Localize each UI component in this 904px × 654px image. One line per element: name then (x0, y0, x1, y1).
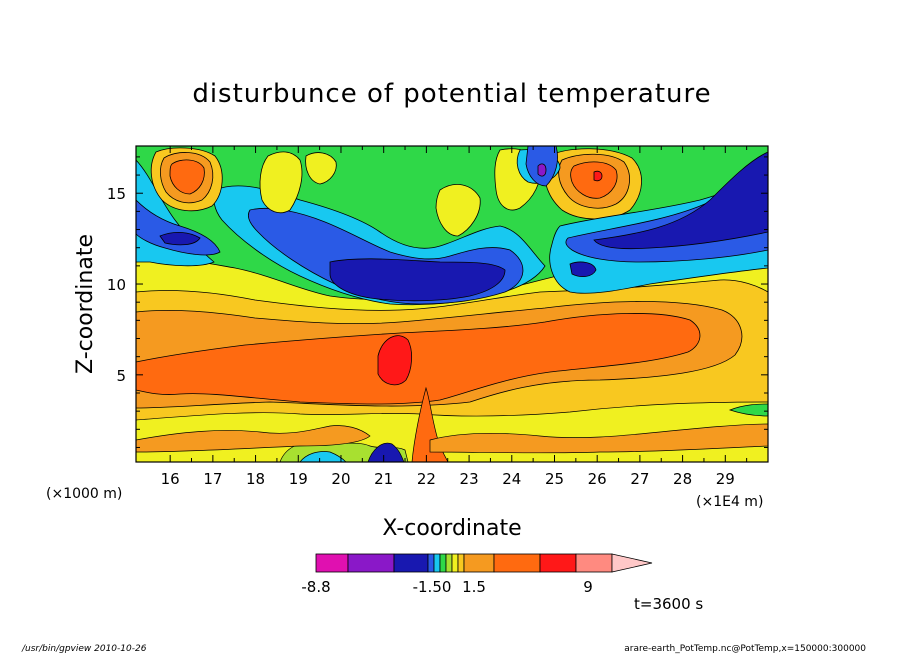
x-tick-label: 21 (374, 470, 393, 488)
x-axis: 16 17 18 19 20 21 22 23 24 25 26 27 28 29 (161, 146, 748, 488)
colorbar-arrow (611, 553, 653, 573)
field-level-weak-positive-upper-3 (435, 184, 481, 237)
colorbar-segment (445, 553, 453, 573)
colorbar-labels: -8.8 -1.50 1.5 9 (301, 578, 592, 596)
x-tick-label: 29 (716, 470, 735, 488)
y-tick-label: 15 (107, 185, 126, 203)
colorbar-segment (347, 553, 395, 573)
contour-plot-area (136, 146, 768, 462)
x-tick-label: 27 (630, 470, 649, 488)
x-tick-label: 19 (289, 470, 308, 488)
x-tick-label: 17 (203, 470, 222, 488)
x-tick-label: 26 (588, 470, 607, 488)
field-level-surface-right-green (728, 403, 768, 417)
y-axis-label: Z-coordinate (73, 234, 98, 374)
x-axis-unit-left: (×1000 m) (46, 486, 122, 502)
footer-left: /usr/bin/gpview 2010-10-26 (21, 644, 147, 654)
x-tick-label: 28 (673, 470, 692, 488)
field-level-surface-dark-blue (367, 442, 405, 462)
colorbar-segment (451, 553, 459, 573)
y-tick-label: 5 (116, 367, 126, 385)
colorbar-segment (493, 553, 541, 573)
colorbar-segment (393, 553, 429, 573)
x-axis-label: X-coordinate (382, 516, 521, 541)
colorbar-label-min: -8.8 (301, 578, 330, 596)
colorbar-segment (433, 553, 441, 573)
x-tick-label: 20 (331, 470, 350, 488)
field-level-surface-orange (136, 425, 371, 453)
colorbar-segment (463, 553, 495, 573)
field-level-weak-positive-upper (259, 151, 303, 214)
colorbar-label-neg: -1.50 (413, 578, 452, 596)
field-level-surface-blue (299, 451, 347, 462)
plot-frame (135, 145, 769, 463)
field-level-surface-right-orange (429, 423, 768, 454)
time-annotation: t=3600 s (634, 595, 703, 613)
x-tick-label: 16 (161, 470, 180, 488)
x-tick-label: 24 (502, 470, 521, 488)
chart-title: disturbunce of potential temperature (192, 79, 711, 109)
field-level-weak-positive-upper-2 (305, 152, 337, 185)
x-tick-label: 25 (545, 470, 564, 488)
field-level-max-warm-right (593, 170, 603, 182)
colorbar-segment (439, 553, 447, 573)
field-level-strong-positive (136, 313, 701, 405)
field-level-negative-left (136, 199, 221, 256)
field-level-strong-negative-far-right-2 (569, 261, 597, 278)
x-tick-label: 18 (246, 470, 265, 488)
colorbar-label-max: 9 (583, 578, 593, 596)
colorbar-label-pos: 1.5 (462, 578, 486, 596)
field-level-max-positive-center (377, 335, 412, 386)
field-level-strong-warm-left (169, 159, 205, 195)
colorbar-segment (315, 553, 349, 573)
field-level-strong-negative-band (329, 258, 506, 302)
x-axis-unit-right: (×1E4 m) (696, 494, 763, 510)
colorbar-segment (575, 553, 613, 573)
x-tick-label: 23 (460, 470, 479, 488)
field-level-strong-negative-left (159, 232, 201, 246)
field-level-min-negative-right (537, 163, 547, 177)
footer-right: arare-earth_PotTemp.nc@PotTemp,x=150000:… (624, 644, 866, 654)
colorbar-segment (539, 553, 577, 573)
x-tick-label: 22 (417, 470, 436, 488)
colorbar (315, 553, 653, 573)
y-tick-label: 10 (107, 276, 126, 294)
colorbar-segment (457, 553, 465, 573)
y-axis: 5 10 15 (107, 156, 768, 448)
colorbar-segment (427, 553, 435, 573)
